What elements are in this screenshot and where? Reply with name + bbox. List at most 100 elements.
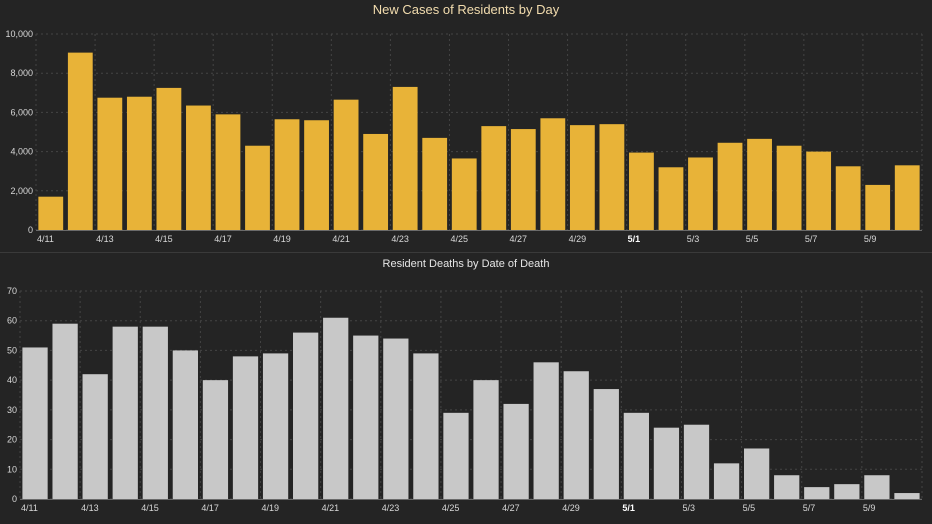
bar-5-4[interactable]: 5/4: 4450 — [717, 142, 743, 230]
x-tick-label: 4/15 — [141, 503, 159, 513]
bar-4-12[interactable]: 4/12: 59 — [52, 323, 78, 499]
bar-5-3[interactable]: 5/3: 3700 — [688, 157, 713, 230]
y-tick-label: 40 — [7, 375, 17, 385]
bar-4-23[interactable]: 4/23: 7300 — [392, 86, 418, 230]
bar-5-8[interactable]: 5/8: 3250 — [835, 166, 861, 230]
cases-chart-panel: New Cases of Residents by Day 0 2,000 4,00… — [0, 0, 932, 252]
x-tick-label: 4/25 — [450, 234, 468, 244]
bar-5-10[interactable]: 5/10: 3300 — [894, 165, 920, 230]
x-tick-label: 4/19 — [262, 503, 280, 513]
bar-4-30[interactable]: 4/30: 37 — [593, 389, 619, 499]
bar-5-3[interactable]: 5/3: 25 — [683, 424, 710, 499]
bar-4-24[interactable]: 4/24: 4700 — [422, 137, 448, 230]
bar-4-18[interactable]: 4/18: 48 — [232, 356, 259, 499]
bar-4-26[interactable]: 4/26: 5300 — [481, 126, 507, 230]
y-tick-label: 8,000 — [10, 68, 33, 78]
bar-4-30[interactable]: 4/30: 5400 — [599, 124, 625, 230]
bar-5-4[interactable]: 5/4: 12 — [713, 463, 740, 499]
bar-4-20[interactable]: 4/20: 5600 — [304, 120, 329, 230]
bar-4-18[interactable]: 4/18: 4300 — [245, 145, 270, 230]
y-tick-label: 50 — [7, 345, 17, 355]
bar-4-19[interactable]: 4/19: 49 — [262, 353, 289, 499]
deaths-chart-title: Resident Deaths by Date of Death — [382, 258, 550, 270]
y-tick-label: 30 — [7, 405, 17, 415]
y-tick-label: 6,000 — [10, 107, 33, 117]
x-tick-label: 4/23 — [391, 234, 409, 244]
bar-5-6[interactable]: 5/6: 4300 — [776, 145, 802, 230]
bar-4-25[interactable]: 4/25: 3650 — [451, 158, 477, 230]
bar-4-16[interactable]: 4/16: 50 — [172, 350, 198, 499]
y-tick-label: 4,000 — [10, 147, 33, 157]
bar-4-25[interactable]: 4/25: 29 — [443, 412, 469, 499]
bar-4-23[interactable]: 4/23: 54 — [383, 338, 409, 499]
x-tick-label: 4/21 — [332, 234, 350, 244]
x-tick-label: 5/5 — [743, 503, 756, 513]
bar-4-11[interactable]: 4/11: 1700 — [38, 196, 64, 230]
x-tick-label: 4/11 — [21, 503, 38, 513]
bar-5-9[interactable]: 5/9: 8 — [864, 475, 890, 499]
bar-5-1[interactable]: 5/1: 29 — [623, 412, 649, 499]
x-tick-label: 4/27 — [510, 234, 528, 244]
bar-4-13[interactable]: 4/13: 42 — [82, 374, 108, 499]
deaths-chart-panel: Resident Deaths by Date of Death 0 10 20 30… — [0, 253, 932, 524]
bar-4-29[interactable]: 4/29: 5350 — [569, 125, 595, 230]
bar-4-14[interactable]: 4/14: 6800 — [126, 96, 152, 230]
x-tick-label: 4/13 — [96, 234, 114, 244]
bar-4-22[interactable]: 4/22: 4900 — [363, 133, 389, 230]
bar-5-8[interactable]: 5/8: 5 — [834, 484, 860, 499]
bar-4-21[interactable]: 4/21: 6650 — [333, 99, 359, 230]
bar-5-9[interactable]: 5/9: 2300 — [865, 184, 891, 230]
x-tick-label: 4/25 — [442, 503, 460, 513]
bar-4-20[interactable]: 4/20: 56 — [293, 332, 319, 499]
bar-4-15[interactable]: 4/15: 7250 — [156, 87, 182, 231]
bar-4-12[interactable]: 4/12: 9050 — [67, 52, 93, 231]
x-tick-label: 4/19 — [273, 234, 291, 244]
x-tick-label: 4/17 — [214, 234, 232, 244]
x-tick-label: 4/29 — [562, 503, 580, 513]
bar-4-21[interactable]: 4/21: 61 — [323, 317, 349, 499]
y-tick-label: 60 — [7, 316, 17, 326]
bar-4-29[interactable]: 4/29: 43 — [563, 371, 589, 499]
x-tick-label: 5/7 — [805, 234, 818, 244]
bar-4-27[interactable]: 4/27: 5150 — [510, 129, 536, 230]
bar-4-26[interactable]: 4/26: 40 — [473, 380, 499, 499]
bar-4-24[interactable]: 4/24: 49 — [413, 353, 439, 499]
bar-5-2[interactable]: 5/2: 3200 — [658, 167, 684, 230]
bar-4-15[interactable]: 4/15: 58 — [142, 326, 168, 499]
bar-4-19[interactable]: 4/19: 5650 — [274, 119, 300, 230]
bar-4-16[interactable]: 4/16: 6350 — [186, 105, 211, 230]
x-tick-label: 5/9 — [863, 503, 876, 513]
y-tick-label: 0 — [12, 494, 17, 504]
x-tick-label: 4/17 — [201, 503, 219, 513]
bar-4-28[interactable]: 4/28: 5700 — [540, 118, 566, 230]
bar-4-28[interactable]: 4/28: 46 — [533, 362, 559, 499]
bar-4-22[interactable]: 4/22: 55 — [353, 335, 379, 499]
bar-4-13[interactable]: 4/13: 6750 — [97, 97, 123, 230]
x-tick-label: 4/21 — [322, 503, 340, 513]
y-tick-label: 10,000 — [5, 29, 33, 39]
bar-5-5[interactable]: 5/5: 4650 — [747, 138, 772, 230]
bar-4-27[interactable]: 4/27: 32 — [503, 403, 529, 499]
bar-5-7[interactable]: 5/7: 4000 — [806, 151, 832, 230]
x-tick-label: 5/3 — [682, 503, 695, 513]
x-tick-label: 5/7 — [803, 503, 816, 513]
bar-4-17[interactable]: 4/17: 40 — [202, 380, 229, 499]
y-tick-label: 2,000 — [10, 186, 33, 196]
bar-5-2[interactable]: 5/2: 24 — [653, 427, 680, 499]
x-tick-label: 4/15 — [155, 234, 173, 244]
x-tick-label: 5/1 — [622, 503, 635, 513]
bar-5-6[interactable]: 5/6: 8 — [774, 475, 800, 499]
x-tick-label: 4/29 — [569, 234, 587, 244]
bar-5-5[interactable]: 5/5: 17 — [744, 448, 770, 499]
bar-4-14[interactable]: 4/14: 58 — [112, 326, 138, 499]
bar-4-17[interactable]: 4/17: 5900 — [215, 114, 241, 230]
x-tick-label: 4/13 — [81, 503, 99, 513]
x-tick-label: 5/9 — [864, 234, 877, 244]
bar-5-10[interactable]: 5/10: 2 — [894, 493, 920, 499]
bar-5-7[interactable]: 5/7: 4 — [804, 487, 830, 499]
x-tick-label: 4/23 — [382, 503, 400, 513]
bar-4-11[interactable]: 4/11: 51 — [22, 347, 48, 499]
x-tick-label: 4/27 — [502, 503, 520, 513]
bar-5-1[interactable]: 5/1: 3950 — [629, 152, 654, 230]
